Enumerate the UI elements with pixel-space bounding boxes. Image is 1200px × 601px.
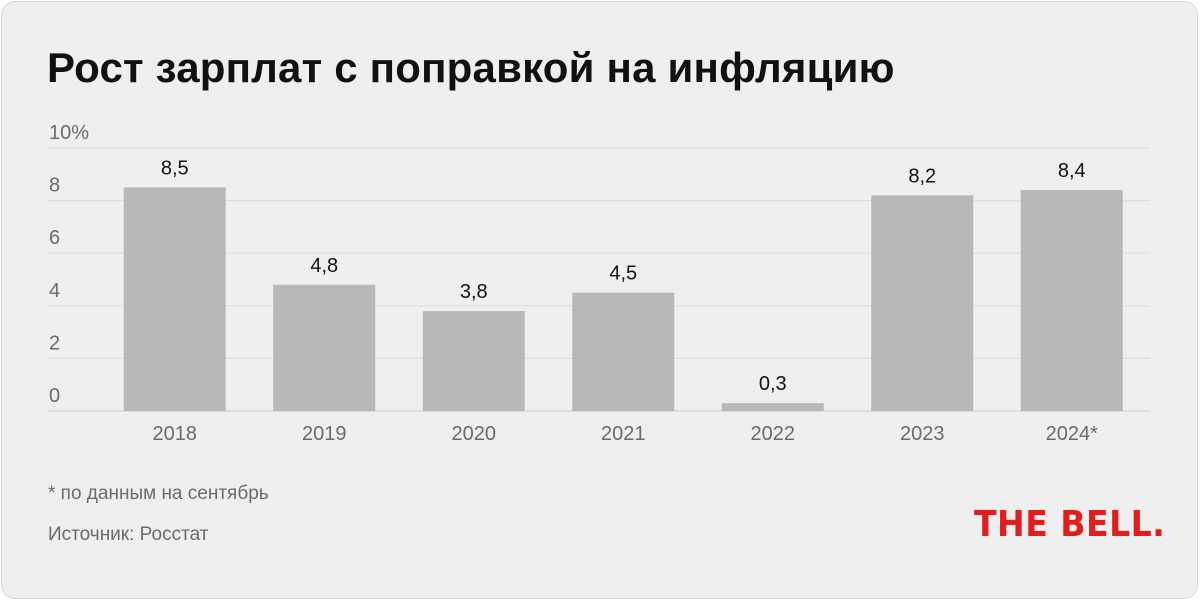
value-label: 4,5 — [609, 263, 637, 285]
x-tick-label: 2020 — [452, 423, 497, 445]
y-tick-label: 10% — [49, 122, 89, 144]
bar-2020 — [422, 311, 525, 411]
y-tick-label: 2 — [49, 332, 60, 354]
value-label: 8,5 — [161, 157, 189, 179]
value-label: 8,2 — [908, 165, 936, 187]
the-bell-logo: THE BELL. — [974, 504, 1166, 545]
bar-2024* — [1020, 190, 1123, 411]
y-tick-label: 8 — [49, 175, 60, 197]
source-note: Источник: Росстат — [48, 524, 209, 545]
x-tick-label: 2024* — [1046, 423, 1098, 445]
bar-2021 — [572, 292, 675, 411]
value-label: 3,8 — [460, 281, 488, 303]
footnote: * по данным на сентябрь — [48, 483, 269, 504]
x-tick-label: 2022 — [751, 423, 796, 445]
bar-2022 — [721, 403, 824, 411]
x-tick-label: 2018 — [153, 423, 198, 445]
chart-title: Рост зарплат с поправкой на инфляцию — [47, 44, 895, 91]
y-tick-label: 6 — [49, 227, 60, 249]
x-tick-label: 2021 — [601, 423, 646, 445]
x-tick-label: 2023 — [900, 423, 945, 445]
bar-2019 — [273, 284, 376, 411]
value-label: 8,4 — [1058, 160, 1086, 182]
value-label: 0,3 — [759, 373, 787, 395]
value-label: 4,8 — [310, 255, 338, 277]
x-tick-label: 2019 — [302, 423, 347, 445]
y-tick-label: 4 — [49, 280, 60, 302]
bar-2023 — [871, 195, 974, 411]
bar-2018 — [123, 187, 226, 411]
y-tick-label: 0 — [49, 385, 60, 407]
